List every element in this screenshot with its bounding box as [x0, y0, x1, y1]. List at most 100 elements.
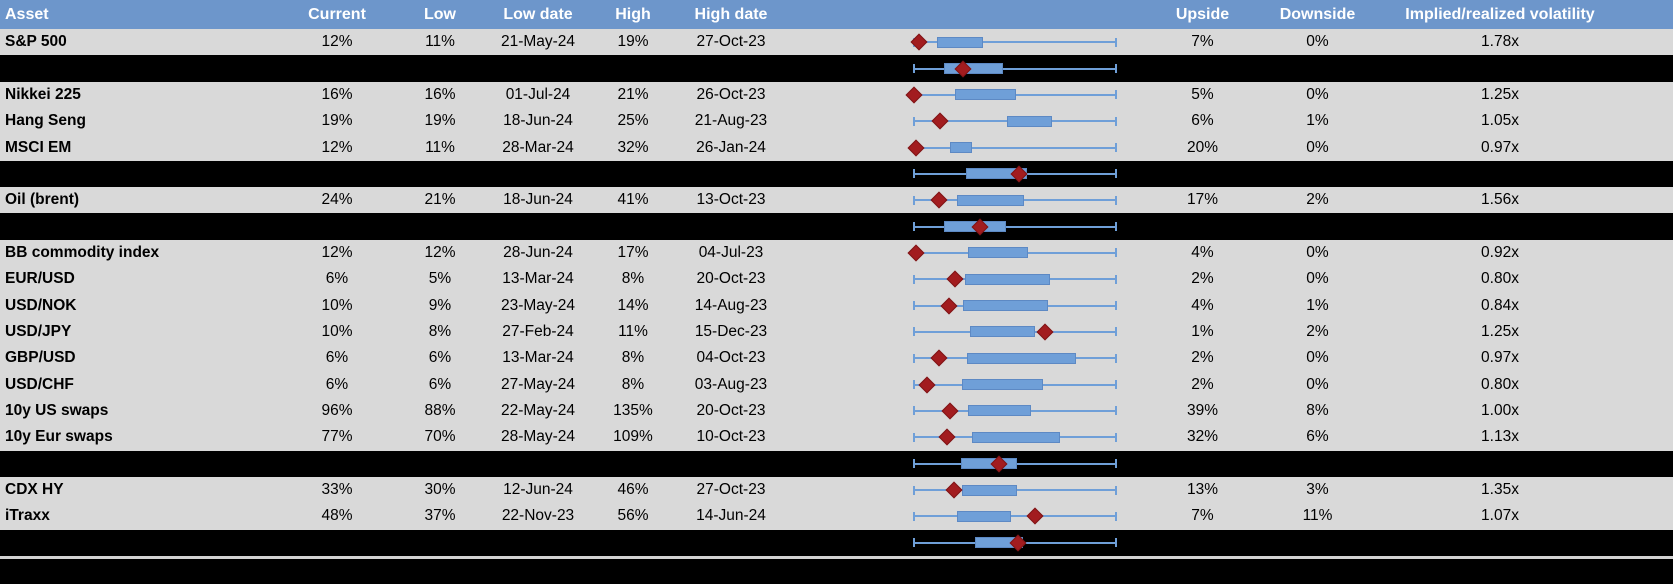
cell-upside: 4%	[1191, 296, 1214, 314]
cell-implied-realized-vol: 1.13x	[1481, 428, 1519, 446]
cell-low: 5%	[428, 270, 452, 288]
cell-upside: 7%	[1191, 33, 1214, 51]
cell-current: 6%	[325, 270, 349, 288]
cell-downside: 2%	[1306, 191, 1329, 209]
current-diamond-marker-icon	[907, 244, 925, 262]
table-body: S&P 500 12% 11% 21-May-24 19% 27-Oct-23 …	[0, 29, 1673, 556]
cell-low: 11%	[425, 33, 455, 51]
boxplot	[913, 530, 1117, 556]
cell-current: 12%	[321, 243, 353, 261]
whisker-tick-left	[913, 222, 915, 232]
interquartile-box	[956, 510, 1011, 522]
table-row: USD/NOK 10% 9% 23-May-24 14% 14-Aug-23 4…	[0, 292, 1673, 319]
cell-low-date: 01-Jul-24	[505, 85, 571, 103]
cell-asset: Oil (brent)	[5, 191, 80, 209]
cell-low-date: 23-May-24	[500, 296, 576, 314]
boxplot	[913, 398, 1117, 424]
cell-high: 46%	[617, 481, 649, 499]
cell-implied-realized-vol: 1.78x	[1481, 33, 1519, 51]
cell-high: 21%	[617, 85, 649, 103]
cell-low: 16%	[424, 85, 456, 103]
whisker-tick-right	[1115, 64, 1117, 74]
interquartile-box	[970, 326, 1036, 338]
cell-current: 10%	[321, 322, 353, 340]
cell-implied-realized-vol: 1.25x	[1481, 322, 1519, 340]
cell-high: 135%	[613, 401, 653, 419]
table-row: iTraxx 48% 37% 22-Nov-23 56% 14-Jun-24 7…	[0, 503, 1673, 530]
cell-high-date: 27-Oct-23	[696, 33, 766, 51]
whisker-line	[913, 515, 1117, 518]
whisker-tick-left	[913, 195, 915, 205]
boxplot	[913, 371, 1117, 397]
whisker-tick-right	[1115, 37, 1117, 47]
cell-low-date: 22-Nov-23	[501, 507, 575, 525]
cell-implied-realized-vol: 0.92x	[1481, 243, 1519, 261]
cell-range-chart	[794, 161, 1140, 187]
whisker-tick-right	[1115, 195, 1117, 205]
cell-low: 21%	[424, 191, 456, 209]
cell-downside: 2%	[1306, 322, 1329, 340]
table-row: USD/CHF 6% 6% 27-May-24 8% 03-Aug-23 2% …	[0, 371, 1673, 398]
cell-range-chart	[794, 503, 1140, 529]
header-high: High	[615, 5, 651, 23]
cell-implied-realized-vol: 1.00x	[1481, 401, 1519, 419]
cell-asset: Nikkei 225	[5, 85, 81, 103]
cell-current: 10%	[321, 296, 353, 314]
current-diamond-marker-icon	[930, 349, 947, 367]
cell-downside: 0%	[1306, 33, 1329, 51]
cell-high: 8%	[621, 349, 645, 367]
boxplot	[913, 477, 1117, 503]
cell-upside: 2%	[1191, 270, 1214, 288]
cell-asset: USD/CHF	[5, 375, 74, 393]
cell-current: 19%	[321, 112, 353, 130]
whisker-tick-left	[913, 380, 915, 390]
cell-low-date: 21-May-24	[500, 33, 576, 51]
separator-row	[0, 160, 1673, 188]
cell-high: 25%	[617, 112, 649, 130]
cell-range-chart	[794, 319, 1140, 345]
whisker-tick-left	[913, 116, 915, 126]
table-header: Asset Current Low Low date High High dat…	[0, 0, 1673, 29]
table-row: Hang Seng 19% 19% 18-Jun-24 25% 21-Aug-2…	[0, 108, 1673, 135]
cell-high-date: 04-Jul-23	[698, 243, 764, 261]
cell-range-chart	[794, 213, 1140, 239]
cell-asset: MSCI EM	[5, 138, 72, 156]
whisker-tick-right	[1115, 222, 1117, 232]
whisker-tick-right	[1115, 432, 1117, 442]
cell-high: 19%	[617, 33, 649, 51]
cell-high-date: 03-Aug-23	[694, 375, 768, 393]
current-diamond-marker-icon	[905, 86, 923, 104]
cell-high: 109%	[613, 428, 653, 446]
table-row: CDX HY 33% 30% 12-Jun-24 46% 27-Oct-23 1…	[0, 476, 1673, 504]
table-row: Nikkei 225 16% 16% 01-Jul-24 21% 26-Oct-…	[0, 81, 1673, 109]
whisker-tick-left	[913, 432, 915, 442]
separator-row	[0, 213, 1673, 240]
cell-high-date: 26-Jan-24	[696, 138, 766, 156]
cell-high-date: 26-Oct-23	[696, 85, 766, 103]
cell-low-date: 18-Jun-24	[503, 191, 573, 209]
table-row: Oil (brent) 24% 21% 18-Jun-24 41% 13-Oct…	[0, 187, 1673, 214]
current-diamond-marker-icon	[930, 191, 947, 209]
interquartile-box	[967, 352, 1077, 364]
whisker-tick-right	[1115, 538, 1117, 548]
cell-range-chart	[794, 55, 1140, 81]
cell-low: 12%	[424, 243, 456, 261]
boxplot	[905, 82, 1117, 108]
cell-asset: GBP/USD	[5, 349, 76, 367]
interquartile-box	[954, 89, 1016, 101]
whisker-tick-left	[913, 511, 915, 521]
interquartile-box	[937, 36, 984, 48]
cell-range-chart	[794, 530, 1140, 556]
boxplot	[913, 424, 1117, 450]
cell-high: 8%	[621, 270, 645, 288]
cell-implied-realized-vol: 0.84x	[1481, 296, 1519, 314]
cell-asset: Hang Seng	[5, 112, 86, 130]
cell-low: 30%	[424, 481, 456, 499]
cell-low: 8%	[428, 322, 452, 340]
cell-downside: 0%	[1306, 243, 1329, 261]
whisker-tick-right	[1115, 274, 1117, 284]
cell-low-date: 13-Mar-24	[502, 270, 574, 288]
cell-range-chart	[794, 240, 1140, 266]
cell-upside: 32%	[1186, 428, 1219, 446]
cell-downside: 0%	[1306, 349, 1329, 367]
